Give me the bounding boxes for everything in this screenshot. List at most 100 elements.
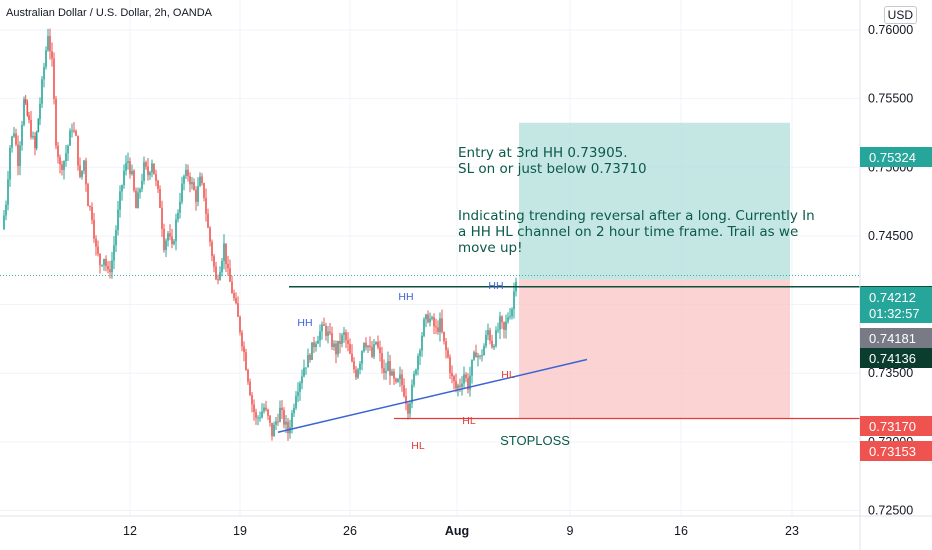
candle-body [305,367,307,369]
time-tick-label: 19 [233,524,247,538]
candle-body [465,374,467,378]
candle-body [397,379,399,382]
candle-body [37,118,40,132]
candle-body [85,160,87,185]
candle-body [401,374,403,386]
hh-marker: HH [488,280,503,292]
candle-body [351,353,353,362]
candle-body [309,354,311,360]
candle-body [387,361,389,372]
candle-body [359,363,361,370]
candle-body [395,378,397,382]
candle-body [217,279,219,281]
candle-body [32,135,34,138]
candle-body [155,174,157,181]
candle-body [407,403,409,414]
price-tag [860,147,932,167]
candle-body [411,384,413,404]
hl-marker: HL [501,369,515,381]
candle-body [489,330,491,341]
entry-note: Entry at 3rd HH 0.73905. [458,145,628,161]
price-tick-label: 0.75500 [868,92,913,106]
candle-body [113,245,115,261]
candle-body [297,391,299,397]
candle-body [313,342,315,348]
candle-body [93,220,95,239]
candle-body [261,411,263,418]
candle-body [131,170,133,175]
time-tick-label: 26 [343,524,357,538]
candle-body [389,361,391,376]
candle-body [271,422,273,437]
candle-body [281,407,283,411]
candle-body [201,176,203,184]
candle-body [385,371,387,373]
candle-body [133,170,135,191]
candle-body [247,370,249,382]
candle-body [283,410,285,425]
candle-body [445,341,447,351]
candle-body [26,102,29,116]
candle-body [331,333,333,348]
candle-body [501,316,503,323]
price-tag [860,416,932,436]
candle-body [475,352,477,358]
candle-body [229,268,231,282]
candle-body [421,335,423,351]
candle-body [9,147,11,180]
candle-body [53,58,55,99]
candle-body [267,409,269,416]
candle-body [467,377,469,390]
symbol-title: Australian Dollar / U.S. Dollar, 2h, OAN… [6,7,213,19]
candle-body [423,319,425,336]
candle-body [375,341,377,345]
candle-body [439,318,441,333]
candle-body [181,183,183,202]
candle-body [17,144,19,166]
candle-body [371,347,373,357]
candle-body [265,407,267,410]
candle-body [101,265,103,267]
candle-body [129,161,131,175]
candle-body [189,176,191,185]
candle-body [361,351,363,364]
candle-body [157,180,159,190]
candle-body [169,233,171,237]
candle-body [15,133,17,145]
hh-marker: HH [398,291,413,303]
target-zone [519,122,790,280]
candle-body [83,160,85,171]
candle-body [81,170,83,177]
candle-body [463,374,465,384]
candle-body [41,79,43,104]
candle-body [367,345,369,348]
candle-body [59,157,61,165]
candle-body [243,346,245,353]
candle-body [23,99,25,125]
candle-body [227,264,229,269]
candle-body [315,343,317,348]
candle-body [3,215,5,230]
candle-body [291,413,293,428]
currency-button[interactable]: USD [883,6,917,24]
candle-body [61,164,63,170]
candle-body [307,354,309,368]
candle-body [365,342,367,348]
candle-body [127,161,129,163]
candle-body [279,407,281,422]
candle-body [273,424,275,437]
candle-body [215,266,217,280]
price-tag-label: 0.73153 [869,444,916,459]
candle-body [191,182,193,185]
candle-body [435,326,437,328]
candle-body [149,172,151,176]
candle-body [69,130,71,146]
candle-body [337,340,339,355]
stoploss-label: STOPLOSS [500,433,570,448]
candle-body [13,133,15,137]
candle-body [457,385,459,389]
candle-body [49,35,51,52]
candle-body [269,415,271,423]
